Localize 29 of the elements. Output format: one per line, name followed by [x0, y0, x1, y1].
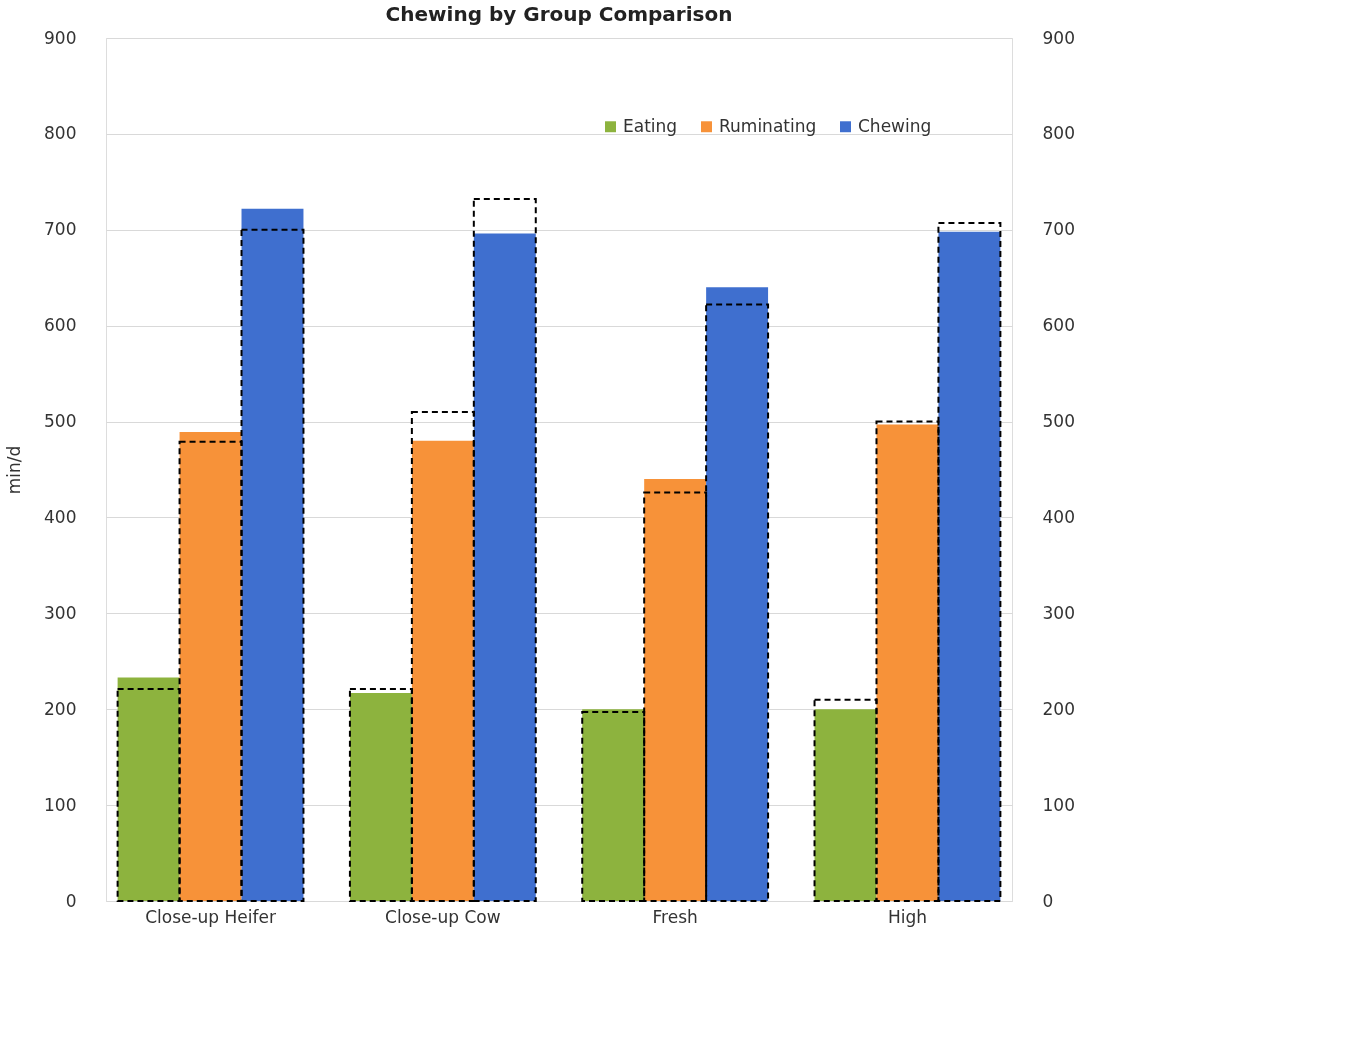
y2-tick-label: 200 [1042, 698, 1075, 719]
y2-tick-label: 700 [1042, 219, 1075, 240]
y-tick-label: 400 [44, 506, 77, 527]
y-tick-label: 300 [44, 602, 77, 623]
y-tick-label: 200 [44, 698, 77, 719]
y2-tick-label: 100 [1042, 794, 1075, 815]
x-tick-label: High [887, 906, 927, 927]
legend-label: Eating [623, 115, 678, 136]
x-tick-label: Fresh [652, 906, 698, 927]
y-tick-label: 900 [44, 27, 77, 48]
x-tick-label: Close-up Cow [385, 906, 501, 927]
y-tick-label: 600 [44, 315, 77, 336]
y-tick-label: 800 [44, 123, 77, 144]
y2-tick-label: 600 [1042, 315, 1075, 336]
y2-tick-label: 300 [1042, 602, 1075, 623]
y-tick-label: 500 [44, 411, 77, 432]
y-tick-label: 100 [44, 794, 77, 815]
legend-label: Chewing [858, 115, 932, 136]
y-tick-label: 0 [65, 890, 77, 911]
y-axis-title: min/d [4, 445, 25, 495]
y2-tick-label: 0 [1042, 890, 1054, 911]
legend-label: Ruminating [719, 115, 817, 136]
y2-tick-label: 900 [1042, 27, 1075, 48]
y-tick-label: 700 [44, 219, 77, 240]
y2-tick-label: 800 [1042, 123, 1075, 144]
x-tick-label: Close-up Heifer [145, 906, 276, 927]
y2-tick-label: 400 [1042, 506, 1075, 527]
chart-title: Chewing by Group Comparison [385, 2, 733, 26]
y2-tick-label: 500 [1042, 411, 1075, 432]
